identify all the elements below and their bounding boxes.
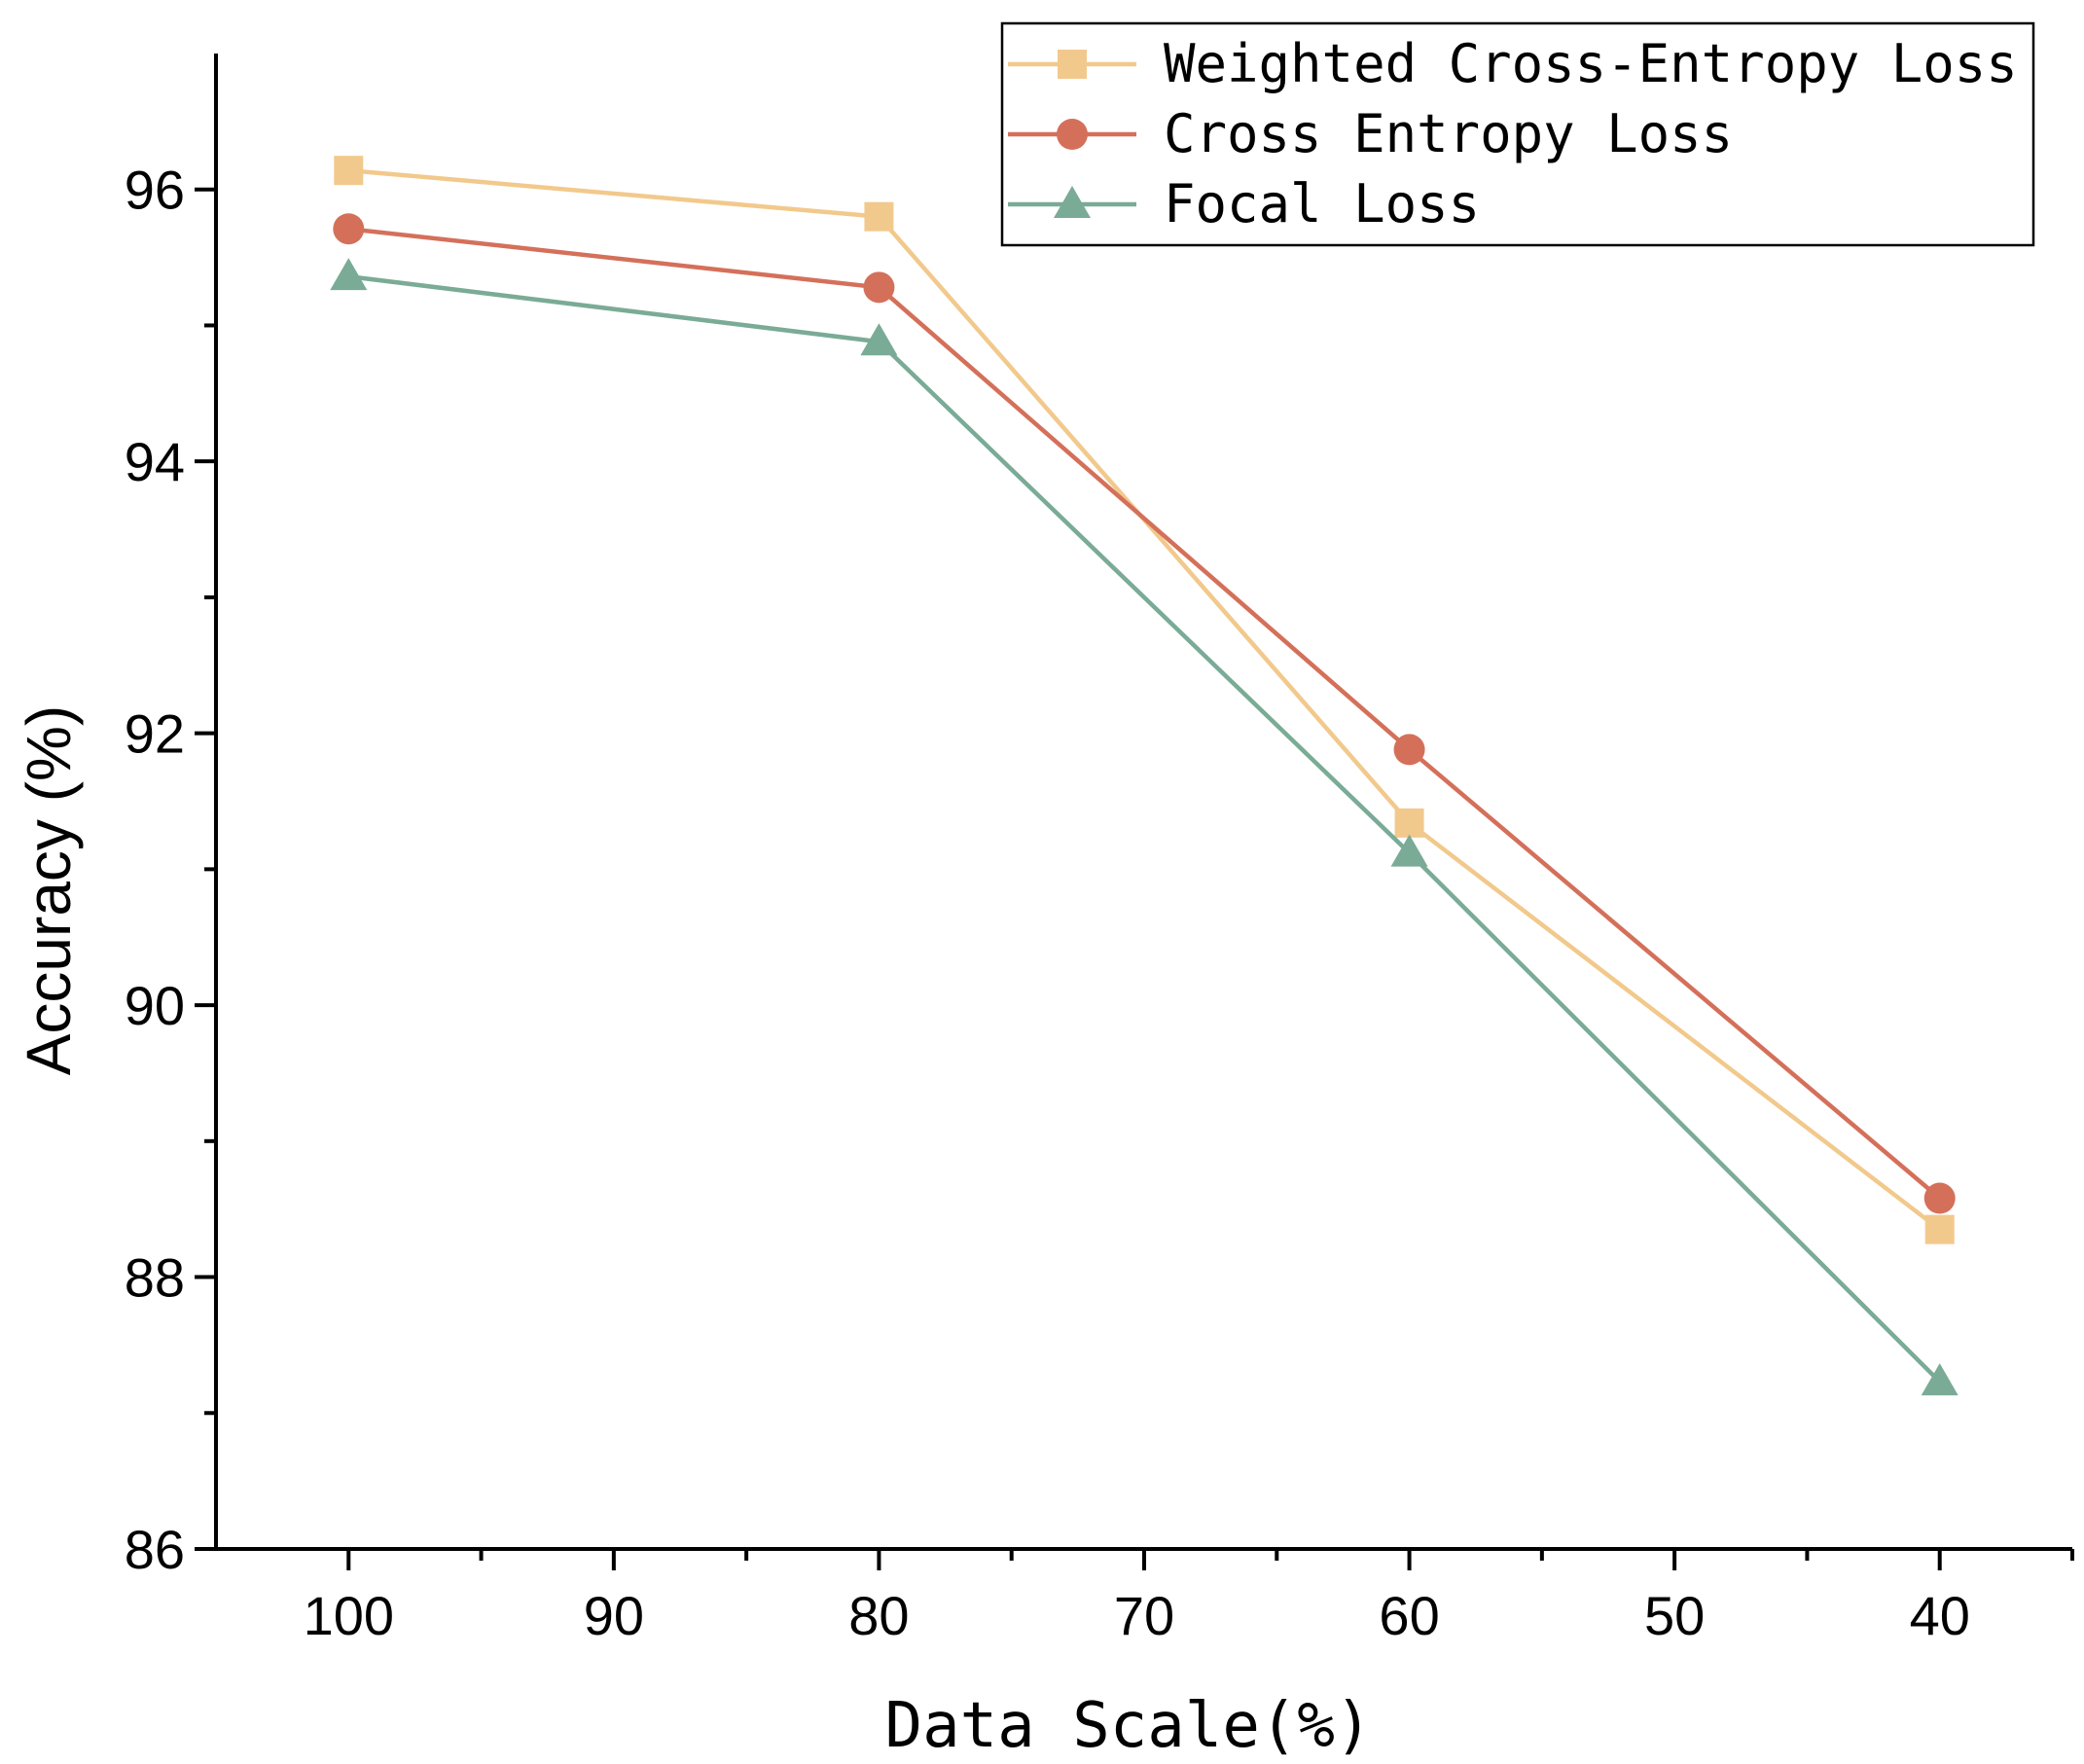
legend-marker [1054,186,1091,218]
data-point [1924,1214,1955,1244]
y-tick-label: 90 [125,975,185,1036]
legend-item: Weighted Cross-Entropy Loss [1008,33,2018,94]
data-point [1921,1363,1958,1396]
axes: 86 88 90 92 94 96 100 90 80 70 60 50 40 [125,54,2074,1646]
legend-marker [1057,119,1088,150]
data-point [863,271,895,304]
data-point [1390,834,1428,867]
x-tick-label: 100 [304,1585,394,1646]
data-point [1394,808,1424,838]
legend-item: Cross Entropy Loss [1008,103,1733,164]
x-tick-label: 80 [848,1585,909,1646]
x-tick-label: 90 [584,1585,644,1646]
series-1 [334,156,1955,1244]
x-tick-label: 40 [1910,1585,1970,1646]
data-point [330,258,368,291]
y-tick-label: 88 [125,1247,185,1309]
data-point [333,213,365,245]
x-axis-title: Data Scale(%) [885,1690,1373,1762]
y-tick-label: 94 [125,431,185,492]
series-3 [330,258,1958,1396]
data-point [864,201,894,232]
series-line [348,167,1942,1232]
legend-marker [1058,50,1087,79]
data-point [1393,734,1425,766]
legend-item: Focal Loss [1008,173,1480,234]
data-point [1923,1182,1956,1214]
x-tick-label: 60 [1379,1585,1439,1646]
y-tick-label: 96 [125,160,185,221]
series-layer [330,156,1958,1396]
series-line [348,227,1942,1201]
series-line [348,273,1942,1384]
x-tick-label: 70 [1114,1585,1174,1646]
legend-label: Cross Entropy Loss [1164,103,1733,164]
y-tick-label: 86 [125,1519,185,1580]
y-axis-title: Accuracy (%) [14,705,84,1076]
legend-box [1000,21,2035,247]
data-point [334,156,364,186]
y-tick-label: 92 [125,703,185,765]
series-2 [333,213,1956,1214]
legend: Weighted Cross-Entropy Loss Cross Entropy… [1000,21,2035,247]
x-tick-label: 50 [1644,1585,1705,1646]
data-point [860,323,898,356]
legend-label: Weighted Cross-Entropy Loss [1164,33,2018,94]
legend-label: Focal Loss [1164,173,1480,234]
